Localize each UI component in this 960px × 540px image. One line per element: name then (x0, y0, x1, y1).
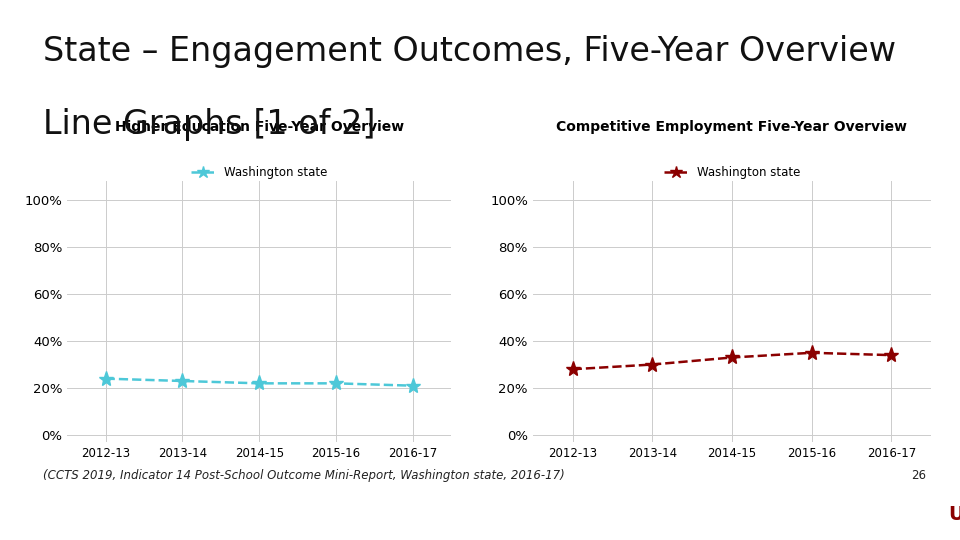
Text: 26: 26 (911, 469, 926, 482)
Legend: Washington state: Washington state (660, 161, 804, 184)
Text: Line Graphs [1 of 2]: Line Graphs [1 of 2] (43, 109, 375, 141)
Text: Higher Education Five-Year Overview: Higher Education Five-Year Overview (114, 120, 404, 134)
Text: Competitive Employment Five-Year Overview: Competitive Employment Five-Year Overvie… (557, 120, 907, 134)
Legend: Washington state: Washington state (186, 161, 332, 184)
Text: (CCTS 2019, Indicator 14 Post-School Outcome Mini-Report, Washington state, 2016: (CCTS 2019, Indicator 14 Post-School Out… (43, 469, 564, 482)
Text: SEATTLE: SEATTLE (845, 504, 939, 523)
Text: U: U (948, 504, 960, 523)
Text: Center for Change in Transition Services | www.seattleu.edu/ccts | CC BY 4.0: Center for Change in Transition Services… (12, 509, 462, 519)
Text: State – Engagement Outcomes, Five-Year Overview: State – Engagement Outcomes, Five-Year O… (43, 36, 897, 69)
